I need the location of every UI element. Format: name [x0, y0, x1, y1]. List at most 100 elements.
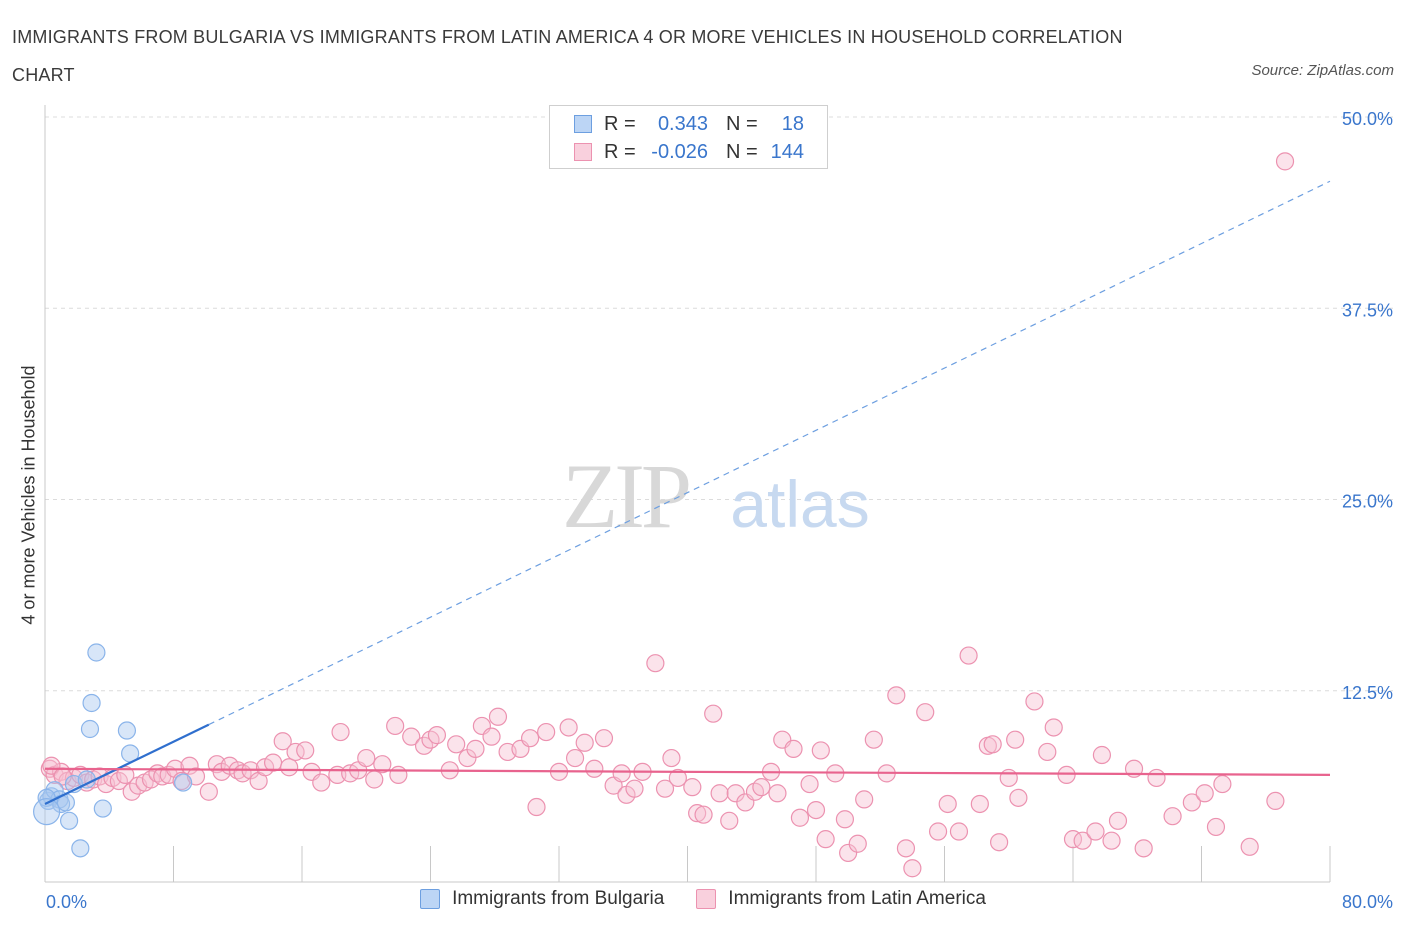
latin-america-point — [612, 764, 631, 783]
y-tick-label: 12.5% — [1342, 683, 1393, 703]
latin-america-point — [594, 729, 614, 748]
latin-america-point — [662, 748, 681, 768]
latin-america-point — [565, 748, 585, 768]
latin-america-point — [559, 718, 578, 737]
latin-america-point — [482, 727, 501, 746]
bulgaria-point — [174, 773, 193, 792]
latin-america-point — [263, 753, 283, 772]
latin-america-point — [520, 729, 540, 748]
latin-america-point — [312, 773, 331, 792]
latin-america-point — [331, 722, 350, 742]
latin-america-point — [835, 810, 855, 829]
latin-america-point — [1134, 839, 1153, 858]
latin-america-point — [625, 779, 644, 798]
bulgaria-point — [71, 839, 90, 858]
latin-america-point — [887, 686, 906, 705]
gridlines — [45, 116, 1395, 692]
axes — [44, 105, 1331, 883]
latin-america-point — [999, 768, 1018, 788]
latin-america-point — [575, 733, 594, 752]
latin-america-point — [768, 784, 787, 803]
latin-america-point — [745, 782, 765, 801]
latin-america-point — [1147, 768, 1166, 788]
latin-america-point — [790, 808, 810, 827]
latin-america-point — [1266, 791, 1285, 811]
latin-america-point — [1006, 730, 1025, 749]
legend-row-latin-america: R = -0.026 N = 144 — [574, 140, 804, 164]
r-value-bulgaria: 0.343 — [657, 112, 708, 135]
tick-labels: 12.5% 25.0% 37.5% 50.0% 0.0% 80.0% — [46, 109, 1393, 912]
latin-america-point — [427, 726, 447, 745]
bulgaria-point — [59, 811, 79, 830]
latin-america-point — [916, 703, 935, 722]
trend-lines — [44, 180, 1331, 805]
bulgaria-point — [117, 721, 137, 740]
latin-america-point — [1038, 742, 1057, 762]
latin-america-point — [959, 646, 978, 665]
latin-america-point — [806, 800, 826, 820]
latin-america-point — [668, 768, 687, 788]
latin-america-point — [1073, 831, 1092, 850]
latin-america-point — [983, 735, 1002, 754]
x-tick-label-max: 80.0% — [1342, 892, 1393, 912]
legend-label-bulgaria: Immigrants from Bulgaria — [452, 888, 665, 909]
latin-america-point — [655, 779, 675, 798]
bulgaria-trend-dashed — [208, 180, 1331, 726]
y-tick-label: 50.0% — [1342, 109, 1393, 129]
latin-america-point — [1275, 152, 1295, 171]
n-label: N = — [726, 112, 758, 135]
latin-america-point — [1102, 831, 1121, 850]
latin-america-point — [1206, 817, 1226, 837]
latin-america-point — [365, 770, 384, 789]
latin-america-point — [720, 811, 739, 830]
latin-america-point — [683, 778, 702, 797]
latin-america-point — [199, 782, 218, 801]
latin-america-point — [488, 707, 508, 726]
bulgaria-point — [82, 693, 101, 713]
latin-america-point — [752, 778, 771, 797]
latin-america-point — [1044, 718, 1063, 737]
source-label: Source: ZipAtlas.com — [1251, 62, 1394, 79]
latin-america-point — [646, 654, 665, 673]
latin-america-point — [273, 732, 292, 751]
latin-america-point — [466, 739, 485, 758]
latin-america-point — [447, 735, 466, 754]
legend-item-bulgaria[interactable]: Immigrants from Bulgaria — [420, 888, 664, 910]
n-label: N = — [726, 140, 758, 163]
watermark-zip: ZIP — [562, 445, 689, 547]
latin-america-point — [116, 765, 135, 785]
latin-america-points — [40, 152, 1295, 878]
latin-america-point — [855, 790, 874, 809]
latin-america-point — [280, 758, 299, 777]
x-tick-label-min: 0.0% — [46, 892, 87, 912]
y-tick-label: 25.0% — [1342, 492, 1393, 512]
legend-label-latin-america: Immigrants from Latin America — [728, 888, 986, 909]
correlation-legend: R = 0.343 N = 18 R = -0.026 N = 144 — [549, 105, 828, 169]
latin-america-point — [1057, 765, 1076, 785]
r-label: R = — [604, 140, 636, 163]
latin-america-point — [704, 704, 723, 723]
bulgaria-point — [87, 643, 106, 662]
latin-america-point — [710, 784, 729, 803]
latin-america-point — [800, 774, 819, 794]
latin-america-point — [296, 741, 315, 760]
latin-america-point — [386, 716, 405, 736]
legend-swatch-latin-america — [574, 143, 592, 161]
y-tick-label: 37.5% — [1342, 300, 1393, 320]
latin-america-point — [811, 741, 830, 760]
latin-america-point — [1163, 807, 1182, 826]
latin-america-point — [357, 748, 376, 768]
latin-america-point — [726, 784, 745, 803]
latin-america-point — [990, 833, 1009, 852]
latin-america-point — [949, 822, 969, 841]
legend-item-latin-america[interactable]: Immigrants from Latin America — [696, 888, 986, 910]
latin-america-point — [527, 797, 546, 817]
bulgaria-point — [80, 719, 100, 739]
r-value-latin-america: -0.026 — [651, 140, 708, 163]
r-label: R = — [604, 112, 636, 135]
latin-america-point — [1086, 822, 1105, 841]
series-legend: Immigrants from Bulgaria Immigrants from… — [0, 888, 1406, 910]
bulgaria-trend-solid — [44, 723, 210, 805]
n-value-bulgaria: 18 — [781, 112, 804, 135]
